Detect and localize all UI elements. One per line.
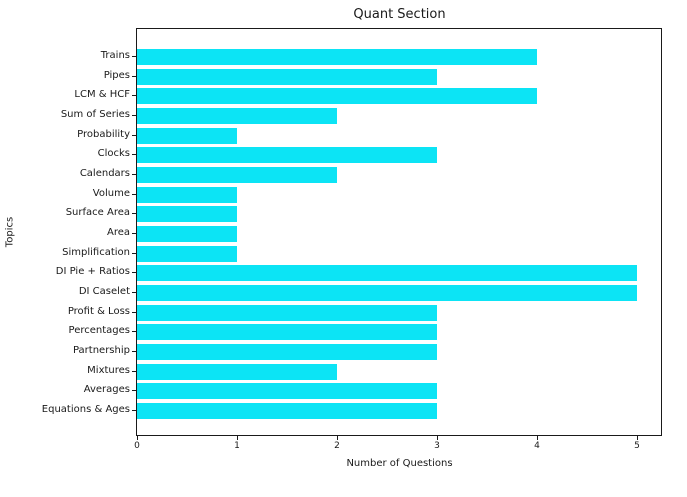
bar: [137, 344, 437, 361]
x-tick-label: 5: [634, 441, 640, 451]
y-tick-mark: [132, 390, 136, 392]
x-tick-label: 4: [534, 441, 540, 451]
x-tick-mark: [437, 436, 438, 440]
category-label: Simplification: [62, 246, 130, 258]
category-label: Volume: [92, 187, 130, 199]
x-tick-mark: [137, 436, 138, 440]
y-tick-mark: [132, 154, 136, 156]
x-tick-label: 0: [134, 441, 140, 451]
category-label: Profit & Loss: [67, 305, 130, 317]
category-label: Surface Area: [65, 207, 130, 219]
y-tick-mark: [132, 115, 136, 116]
x-tick-mark: [337, 436, 338, 440]
category-label: DI Caselet: [78, 286, 130, 298]
x-tick-label: 2: [334, 441, 340, 451]
y-tick-mark: [132, 56, 136, 57]
bar: [137, 108, 337, 124]
bar: [137, 206, 237, 223]
y-tick-mark: [132, 75, 136, 77]
y-tick-mark: [132, 292, 136, 294]
bar: [137, 403, 437, 420]
bar: [137, 226, 237, 243]
y-tick-mark: [132, 134, 136, 136]
x-tick-mark: [637, 436, 638, 440]
x-tick-mark: [537, 436, 538, 440]
bar: [137, 49, 537, 65]
x-tick-label: 3: [434, 441, 440, 451]
bar: [137, 88, 537, 105]
category-label: Partnership: [72, 345, 130, 357]
category-label: Pipes: [103, 69, 130, 81]
category-label: DI Pie + Ratios: [55, 266, 130, 278]
bar: [137, 186, 237, 203]
bar: [137, 265, 637, 282]
category-label: Mixtures: [87, 364, 130, 376]
bar: [137, 167, 337, 184]
bar: [137, 383, 437, 400]
category-label: Clocks: [97, 148, 130, 160]
y-tick-mark: [132, 311, 136, 313]
category-label: Calendars: [79, 168, 130, 180]
bar: [137, 127, 237, 144]
y-tick-mark: [132, 410, 136, 412]
category-label: Sum of Series: [60, 109, 130, 120]
bar: [137, 363, 337, 380]
y-tick-mark: [132, 213, 136, 215]
bar: [137, 324, 437, 341]
y-tick-mark: [132, 370, 136, 372]
y-tick-mark: [132, 193, 136, 195]
bar: [137, 285, 637, 302]
x-axis-label: Number of Questions: [346, 458, 453, 469]
y-tick-mark: [132, 272, 136, 274]
y-tick-mark: [132, 351, 136, 353]
x-tick-mark: [237, 436, 238, 440]
bar: [137, 304, 437, 321]
category-label: Area: [106, 227, 130, 239]
category-label: Probability: [77, 128, 130, 140]
y-tick-mark: [132, 331, 136, 333]
y-tick-mark: [132, 95, 136, 97]
category-label: Trains: [100, 50, 130, 61]
bar: [137, 147, 437, 164]
bar: [137, 68, 437, 85]
category-label: LCM & HCF: [74, 89, 130, 101]
y-tick-mark: [132, 174, 136, 176]
category-label: Equations & Ages: [41, 404, 130, 416]
bar: [137, 245, 237, 262]
y-tick-mark: [132, 252, 136, 254]
chart-title: Quant Section: [353, 7, 446, 22]
category-label: Averages: [83, 384, 130, 396]
plot-area: [136, 28, 662, 436]
x-tick-label: 1: [234, 441, 240, 451]
y-tick-mark: [132, 233, 136, 235]
category-label: Percentages: [68, 325, 130, 337]
